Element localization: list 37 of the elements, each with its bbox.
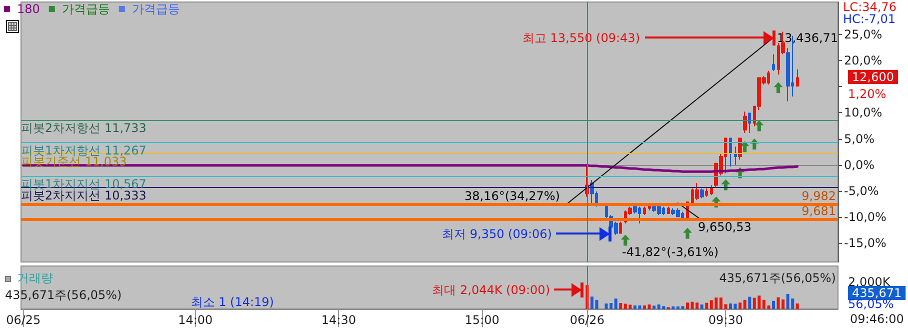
text: 435,671주(56,05%) [719,271,836,285]
x-tick-label: 06/25 [6,313,41,327]
text: LC:34,76 [843,0,896,14]
text: HC:-7,01 [843,12,896,26]
annotation: -41,82°(-3,61%) [622,245,718,259]
legend-label: 가격급등 [62,2,110,16]
y-tick-label: -15,0% [844,236,886,250]
annotation: 최저 9,350 (09:06) [442,227,552,241]
y-tick-label: -5,0% [844,184,879,198]
text: 12,600 [852,70,894,84]
annotation: 최대 2,044K (09:00) [432,283,550,297]
y-tick-label: 0,0% [844,158,874,172]
x-tick-label: 09:30 [708,313,744,327]
y-tick-label: 10,0% [844,106,882,120]
legend-label: 180 [17,2,40,16]
x-tick-label: 15:00 [464,313,500,327]
y-tick-label: 25,0% [844,27,882,42]
chart-title: 거래량 [17,271,53,285]
y-tick-label: 5,0% [844,132,874,146]
text: 09:46:00 [850,312,904,326]
annotation: 9,982 [802,189,836,203]
annotation: 38,16°(34,27%) [464,189,560,203]
x-tick-label: 14:30 [321,313,356,327]
annotation: 최소 1 (14:19) [190,295,274,309]
x-tick-label: 06/26 [570,313,604,327]
x-tick-label: 14:00 [178,313,213,327]
annotation: 9,681 [802,204,836,218]
y-tick-label: -10,0% [844,210,886,224]
text: 56,05% [848,297,894,311]
y-tick-label: 20,0% [844,53,882,68]
legend-label: 가격급등 [132,2,180,16]
text: 1,20% [848,87,886,101]
ref-line-label: 피봇2차저항선 11,733 [21,120,146,135]
annotation: 9,650,53 [698,220,752,234]
text: 435,671 [852,286,902,300]
annotation: 435,671주(56,05%) [5,288,122,302]
text: 2,000K [848,275,892,289]
